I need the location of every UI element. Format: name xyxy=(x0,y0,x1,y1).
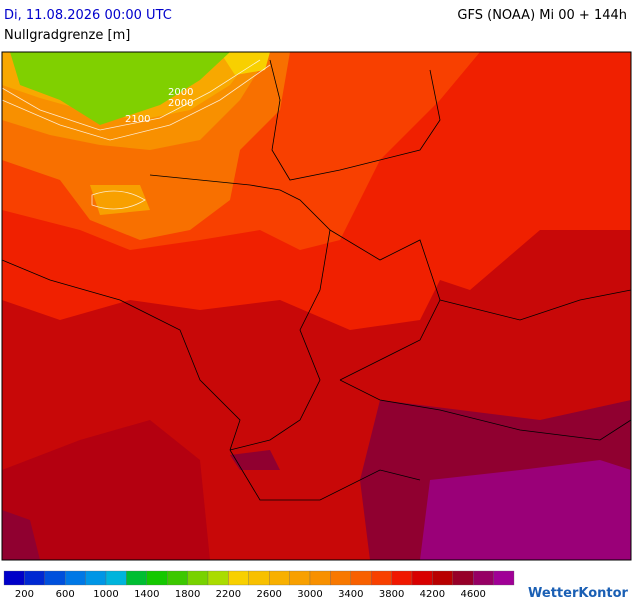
legend-swatch xyxy=(289,570,311,586)
legend-swatch xyxy=(146,570,168,586)
legend-swatch xyxy=(350,570,372,586)
legend-label: 3800 xyxy=(379,589,404,600)
legend-label: 2200 xyxy=(216,589,241,600)
legend-swatch xyxy=(228,570,249,586)
legend-swatch xyxy=(3,570,25,586)
legend-swatch xyxy=(24,570,45,586)
legend-swatch xyxy=(473,570,494,586)
legend-label: 600 xyxy=(56,589,75,600)
legend-swatch xyxy=(411,570,433,586)
legend-label: 3400 xyxy=(338,589,363,600)
legend-swatch xyxy=(391,570,413,586)
legend-label: 200 xyxy=(15,589,34,600)
contour-label: 2000 xyxy=(168,87,193,98)
subtitle: Nullgradgrenze [m] xyxy=(4,28,130,43)
legend-swatch xyxy=(65,570,86,586)
legend-label: 2600 xyxy=(256,589,281,600)
brand: WetterKontor xyxy=(528,586,629,600)
legend-label: 4600 xyxy=(460,589,485,600)
contour-label: 2000 xyxy=(168,98,193,109)
legend-swatch xyxy=(105,570,127,586)
legend-swatch xyxy=(452,570,474,586)
model: GFS (NOAA) Mi 00 + 144h xyxy=(457,8,627,23)
legend-label: 1400 xyxy=(134,589,159,600)
legend-swatch xyxy=(269,570,290,586)
legend-swatch xyxy=(85,570,107,586)
legend-swatch xyxy=(187,570,209,586)
legend-label: 4200 xyxy=(420,589,445,600)
legend-swatch xyxy=(248,570,270,586)
legend: 200 600 1000 1400 1800 2200 2600 3000 3400 3800 42… xyxy=(3,570,515,600)
legend-swatch xyxy=(44,570,66,586)
legend-swatch xyxy=(309,570,331,586)
contour-label: 2100 xyxy=(125,114,150,125)
map: 2000 2000 2100 xyxy=(1,51,632,561)
legend-label: 3000 xyxy=(297,589,322,600)
legend-label: 1000 xyxy=(93,589,118,600)
legend-swatch xyxy=(207,570,229,586)
legend-swatch xyxy=(167,570,188,586)
legend-swatch xyxy=(371,570,392,586)
legend-label: 1800 xyxy=(175,589,200,600)
date: Di, 11.08.2026 00:00 UTC xyxy=(4,8,172,23)
legend-swatch xyxy=(330,570,351,586)
legend-swatch xyxy=(493,570,515,586)
legend-swatch xyxy=(432,570,453,586)
legend-swatch xyxy=(126,570,147,586)
